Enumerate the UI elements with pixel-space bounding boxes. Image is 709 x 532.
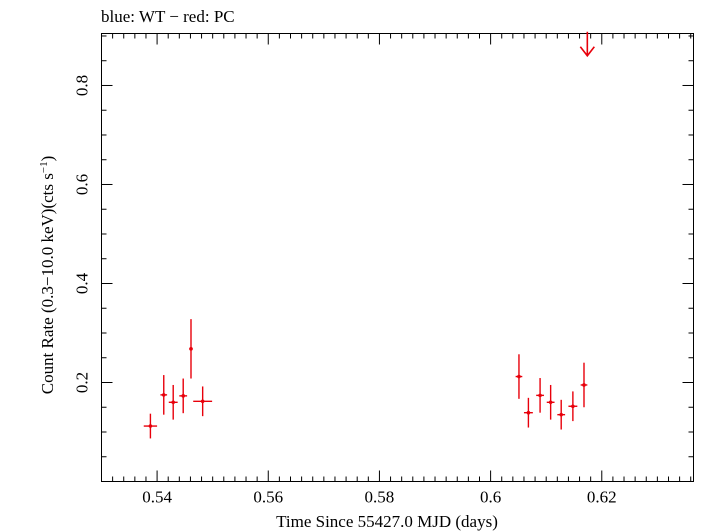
data-point (536, 378, 544, 413)
data-point (189, 319, 193, 379)
x-tick-label: 0.58 (365, 488, 395, 507)
x-axis-label: Time Since 55427.0 MJD (days) (276, 512, 498, 531)
data-point (168, 384, 178, 420)
point-marker (538, 393, 542, 398)
point-marker (189, 347, 193, 351)
data-point (568, 391, 578, 422)
data-series-pc (143, 31, 595, 439)
x-axis: 0.54 0.56 0.58 0.6 0.62 (112, 33, 692, 507)
point-marker (517, 374, 521, 379)
data-point (193, 386, 213, 417)
y-axis: 0.2 0.4 0.6 0.8 (73, 35, 694, 458)
y-tick-label: 0.6 (73, 174, 92, 195)
data-point (523, 397, 533, 428)
data-point (179, 378, 188, 414)
x-tick-label: 0.54 (142, 488, 172, 507)
y-tick-label: 0.8 (73, 75, 92, 96)
chart-title: blue: WT − red: PC (101, 7, 235, 26)
point-marker (148, 424, 153, 428)
point-marker (181, 394, 186, 398)
point-marker (548, 400, 553, 405)
y-axis-label-main: Count Rate (0.3−10.0 keV)(cts s (38, 173, 57, 394)
point-marker (171, 400, 176, 405)
point-marker (582, 383, 586, 387)
y-axis-label-superscript: −1 (38, 161, 50, 173)
x-tick-label: 0.62 (587, 488, 617, 507)
point-marker (559, 412, 564, 417)
y-tick-label: 0.4 (73, 272, 92, 294)
data-point (546, 384, 555, 420)
data-point (143, 413, 158, 439)
arrow-head (579, 46, 595, 58)
point-marker (161, 393, 166, 397)
data-point (557, 399, 566, 430)
data-point (515, 354, 523, 399)
y-axis-label: Count Rate (0.3−10.0 keV)(cts s−1) (38, 156, 57, 395)
point-marker (571, 404, 575, 409)
point-marker (200, 399, 205, 404)
y-tick-label: 0.2 (73, 372, 92, 393)
plot-frame (101, 33, 694, 482)
point-marker (526, 410, 531, 415)
upper-limit-arrow (579, 31, 595, 58)
y-axis-label-close: ) (38, 156, 57, 162)
x-tick-label: 0.56 (253, 488, 283, 507)
data-point (160, 375, 168, 415)
data-point (580, 362, 588, 408)
x-tick-label: 0.6 (480, 488, 501, 507)
